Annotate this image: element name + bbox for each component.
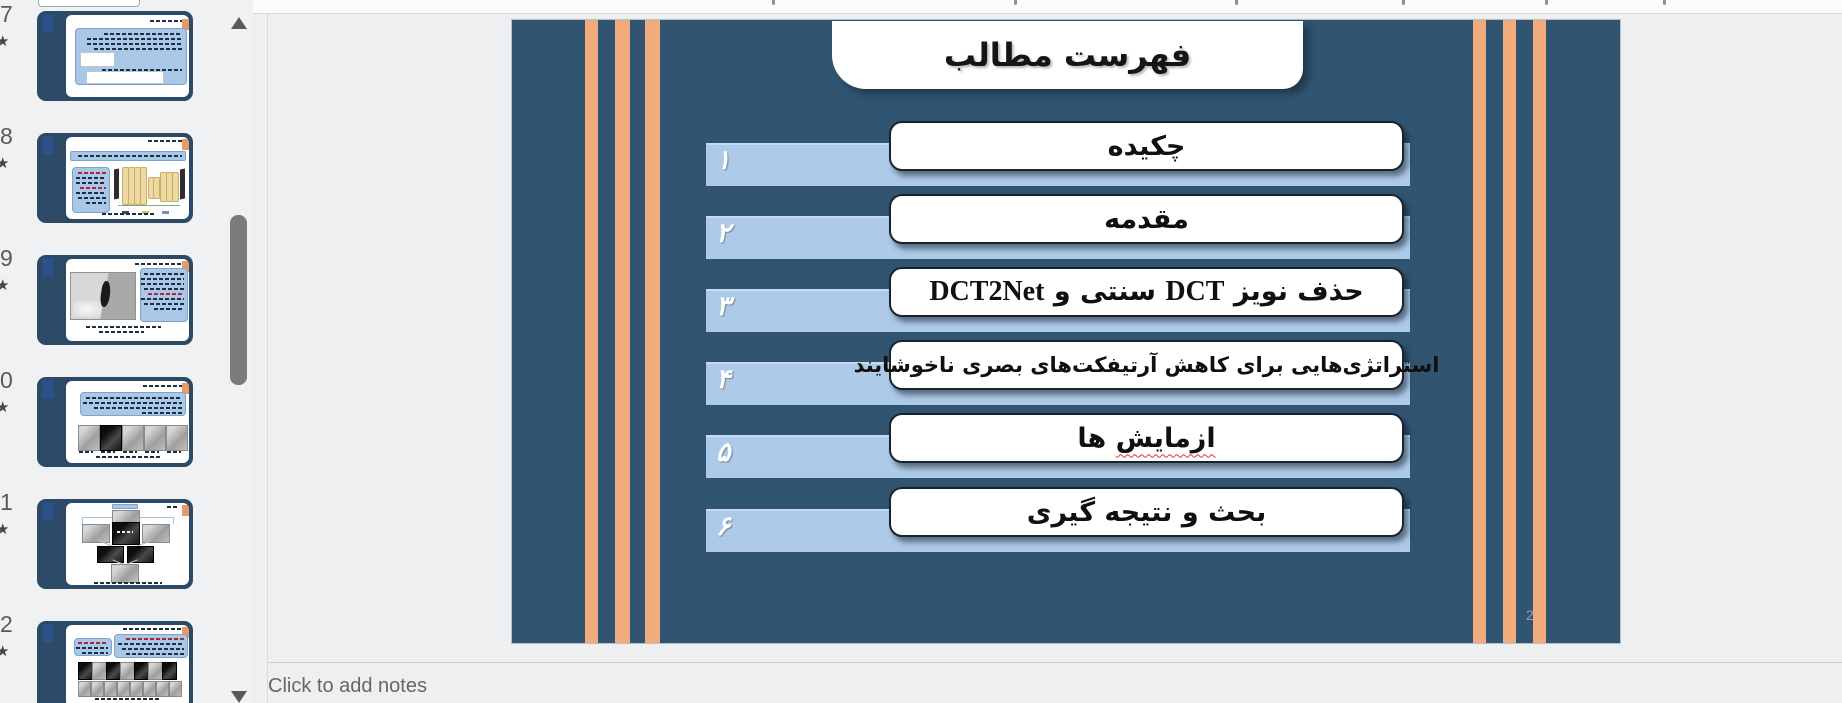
accent-stripe[interactable] xyxy=(1473,20,1486,643)
thumbnail-nav-pills xyxy=(42,14,64,33)
thumbnail-number: 7 xyxy=(0,1,13,27)
transition-star-icon: ★ xyxy=(0,277,10,294)
thumbnail-content-preview xyxy=(66,503,189,585)
ribbon-cropped-text xyxy=(1014,0,1017,5)
toc-item-box[interactable]: ازمایش ها xyxy=(889,413,1404,463)
thumbnail-nav-pills xyxy=(42,136,64,155)
toc-item-label: چکیده xyxy=(1107,130,1186,162)
toc-item-box[interactable]: مقدمه xyxy=(889,194,1404,244)
thumbnail-content-preview xyxy=(66,381,189,463)
toc-item-label: مقدمه xyxy=(1104,203,1189,235)
ribbon-cropped-text xyxy=(1235,0,1238,5)
toc-item-label: حذف نویز DCT سنتی و DCT2Net xyxy=(929,276,1364,307)
thumbnail-number: 2 xyxy=(0,611,13,637)
accent-stripe[interactable] xyxy=(585,20,598,643)
page-number[interactable]: 2 xyxy=(1526,607,1534,623)
ribbon-cropped-text xyxy=(1545,0,1548,5)
slide-canvas[interactable]: فهرست مطالب ۱ چکیده ۲ مقدمه ۳ حذف نویز D… xyxy=(512,20,1620,643)
transition-star-icon: ★ xyxy=(0,399,10,416)
notes-divider[interactable] xyxy=(268,662,1842,663)
slide-thumbnail[interactable] xyxy=(37,255,193,345)
thumbnail-content-preview xyxy=(66,15,189,97)
panel-divider xyxy=(267,13,268,703)
accent-stripe[interactable] xyxy=(615,20,630,643)
scroll-up-icon[interactable] xyxy=(231,17,247,29)
thumbnail-nav-pills xyxy=(42,624,64,643)
ribbon-strip xyxy=(253,0,1842,14)
toc-item-box[interactable]: استراتژی‌هایی برای کاهش آرتیفکت‌های بصری… xyxy=(854,340,1439,390)
scroll-down-icon[interactable] xyxy=(231,691,247,703)
toc-number: ۳ xyxy=(716,291,731,322)
toc-number: ۲ xyxy=(716,218,731,249)
thumbnail-nav-pills xyxy=(42,380,64,399)
thumbnail-content-preview xyxy=(66,625,189,703)
notes-placeholder: Click to add notes xyxy=(268,675,427,697)
toc-item-label: ازمایش ها xyxy=(1077,422,1216,454)
toc-number: ۵ xyxy=(716,437,731,468)
toc-item-label: بحث و نتیجه گیری xyxy=(1026,496,1267,528)
ribbon-cropped-text xyxy=(772,0,775,5)
thumbnail-number: 8 xyxy=(0,123,13,149)
toc-number: ۶ xyxy=(716,511,731,542)
transition-star-icon: ★ xyxy=(0,643,10,660)
slide-thumbnail[interactable] xyxy=(37,377,193,467)
transition-star-icon: ★ xyxy=(0,155,10,172)
thumbnail-network-diagram xyxy=(114,165,186,217)
thumbnail-nav-pills xyxy=(42,258,64,277)
thumbnail-content-preview xyxy=(66,259,189,341)
toc-number: ۱ xyxy=(716,145,731,176)
thumbnail-number: 9 xyxy=(0,245,13,271)
accent-stripe[interactable] xyxy=(645,20,660,643)
misspelled-word: ازمایش xyxy=(1115,422,1216,454)
toc-item-box[interactable]: چکیده xyxy=(889,121,1404,171)
thumbnail-content-preview xyxy=(66,137,189,219)
notes-panel[interactable]: Click to add notes xyxy=(268,671,1842,703)
toc-item-box[interactable]: حذف نویز DCT سنتی و DCT2Net xyxy=(889,267,1404,317)
slide-thumbnail[interactable] xyxy=(37,499,193,589)
thumbnail-nav-pills xyxy=(42,502,64,521)
accent-stripe[interactable] xyxy=(1503,20,1516,643)
thumbnail-previous-slide-edge[interactable] xyxy=(38,0,140,7)
toc-number: ۴ xyxy=(716,364,731,395)
ribbon-cropped-text xyxy=(1402,0,1405,5)
toc-item-box[interactable]: بحث و نتیجه گیری xyxy=(889,487,1404,537)
ribbon-cropped-text xyxy=(1663,0,1666,5)
slide-title-box[interactable]: فهرست مطالب xyxy=(832,21,1303,89)
transition-star-icon: ★ xyxy=(0,521,10,538)
accent-stripe[interactable] xyxy=(1533,20,1546,643)
slide-thumbnail-panel: 7 ★ 8 ★ xyxy=(0,0,253,703)
slide-title: فهرست مطالب xyxy=(943,36,1192,74)
transition-star-icon: ★ xyxy=(0,33,10,50)
toc-item-label: استراتژی‌هایی برای کاهش آرتیفکت‌های بصری… xyxy=(853,353,1440,377)
slide-thumbnail[interactable] xyxy=(37,621,193,703)
thumbnail-number: 0 xyxy=(0,367,13,393)
scrollbar-thumb[interactable] xyxy=(230,215,247,385)
slide-thumbnail[interactable] xyxy=(37,133,193,223)
slide-thumbnail[interactable] xyxy=(37,11,193,101)
thumbnail-number: 1 xyxy=(0,489,13,515)
